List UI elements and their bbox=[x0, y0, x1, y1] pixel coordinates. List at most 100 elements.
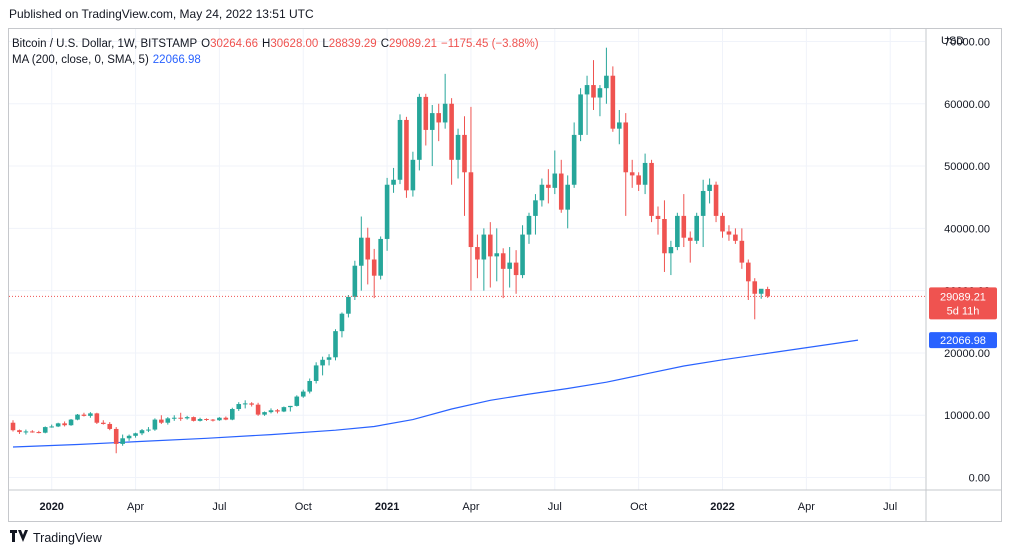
axis-tags: 29089.21 5d 11h 22066.98 bbox=[929, 287, 997, 349]
candle-body bbox=[758, 288, 764, 294]
candle-body bbox=[313, 365, 319, 381]
candle-body bbox=[462, 134, 467, 173]
candle-body bbox=[707, 184, 712, 191]
x-tick-label: Oct bbox=[295, 501, 312, 513]
candle-body bbox=[713, 184, 719, 216]
candle-body bbox=[700, 190, 706, 216]
candle-body bbox=[371, 259, 377, 276]
price-axis: 70000.0060000.0050000.0040000.0030000.00… bbox=[944, 36, 990, 484]
candle-body bbox=[378, 238, 383, 276]
candle-body bbox=[159, 419, 164, 423]
candle-body bbox=[223, 417, 229, 420]
candle-body bbox=[636, 175, 641, 185]
candle-body bbox=[423, 96, 429, 130]
candle-body bbox=[333, 331, 338, 358]
candle-body bbox=[249, 403, 254, 405]
x-tick-label: Apr bbox=[798, 501, 815, 513]
candle-body bbox=[629, 172, 635, 176]
candle-body bbox=[326, 357, 332, 360]
chart-grid bbox=[9, 29, 1002, 521]
x-tick-label: Oct bbox=[630, 501, 647, 513]
candle-body bbox=[649, 162, 654, 216]
candle-body bbox=[75, 414, 80, 420]
y-tick-label: 10000.00 bbox=[944, 410, 990, 422]
candle-body bbox=[591, 85, 596, 98]
candle-body bbox=[262, 412, 267, 415]
candle-body bbox=[307, 380, 312, 392]
close-key: C bbox=[380, 38, 390, 50]
candle-body bbox=[68, 419, 74, 426]
candle-body bbox=[455, 134, 461, 160]
candle-body bbox=[539, 184, 545, 201]
last-price-tag-value: 29089.21 bbox=[940, 291, 986, 303]
y-tick-label: 70000.00 bbox=[944, 36, 990, 48]
candle-body bbox=[365, 237, 371, 260]
symbol-legend-row: Bitcoin / U.S. Dollar, 1W, BITSTAMP O3026… bbox=[12, 36, 539, 52]
candle-body bbox=[120, 438, 125, 444]
candle-body bbox=[62, 423, 67, 426]
x-tick-label: Apr bbox=[462, 501, 479, 513]
open-key: O bbox=[201, 38, 211, 50]
candle-body bbox=[752, 281, 758, 294]
candle-body bbox=[610, 75, 616, 129]
candle-body bbox=[571, 134, 577, 185]
countdown-label: 5d 11h bbox=[947, 305, 980, 317]
x-tick-label: Apr bbox=[127, 501, 144, 513]
candle-body bbox=[346, 296, 351, 314]
candle-body bbox=[36, 432, 42, 434]
low-value: 28839.29 bbox=[328, 38, 377, 50]
last-price-tag bbox=[929, 287, 997, 320]
candle-body bbox=[152, 419, 158, 430]
candle-body bbox=[526, 215, 532, 235]
x-tick-label: 2021 bbox=[375, 501, 399, 513]
candle-body bbox=[442, 103, 448, 123]
candle-body bbox=[617, 122, 622, 129]
candle-body bbox=[320, 359, 325, 366]
footer-brand[interactable]: TradingView bbox=[10, 530, 102, 545]
candle-body bbox=[171, 417, 177, 419]
candle-body bbox=[55, 423, 61, 427]
candle-body bbox=[384, 184, 390, 239]
candle-body bbox=[268, 410, 274, 413]
ma-label: MA (200, close, 0, SMA, 5) bbox=[12, 54, 149, 66]
candle-body bbox=[733, 234, 738, 241]
candle-body bbox=[17, 430, 22, 433]
candle-body bbox=[500, 253, 506, 269]
x-tick-label: 2020 bbox=[39, 501, 63, 513]
candle-body bbox=[23, 431, 29, 433]
candle-body bbox=[230, 409, 235, 420]
change-value: −1175.45 (−3.88%) bbox=[440, 38, 539, 50]
candle-body bbox=[10, 422, 16, 431]
ma-legend-value: 22066.98 bbox=[152, 54, 201, 66]
candle-body bbox=[694, 215, 699, 241]
x-tick-label: Jul bbox=[883, 501, 897, 513]
symbol-title: Bitcoin / U.S. Dollar, 1W, BITSTAMP bbox=[12, 38, 198, 50]
candle-body bbox=[642, 162, 648, 185]
brand-name: TradingView bbox=[33, 530, 102, 545]
candle-body bbox=[236, 404, 242, 410]
candle-body bbox=[468, 172, 474, 248]
candle-body bbox=[288, 405, 293, 408]
candle-body bbox=[687, 237, 693, 241]
ma-legend-row: MA (200, close, 0, SMA, 5) 22066.98 bbox=[12, 52, 539, 68]
high-value: 30628.00 bbox=[270, 38, 319, 50]
candle-body bbox=[436, 113, 441, 123]
candle-body bbox=[146, 429, 151, 431]
chart-legend: Bitcoin / U.S. Dollar, 1W, BITSTAMP O3026… bbox=[12, 36, 539, 68]
x-tick-label: Jul bbox=[548, 501, 562, 513]
candle-body bbox=[449, 103, 454, 160]
moving-average-line bbox=[12, 339, 859, 448]
candle-body bbox=[584, 85, 590, 95]
candle-body bbox=[578, 94, 583, 135]
candle-body bbox=[417, 96, 422, 160]
candle-body bbox=[139, 430, 145, 434]
candle-body bbox=[275, 410, 280, 412]
candle-body bbox=[404, 119, 409, 191]
candle-body bbox=[300, 391, 306, 397]
candle-body bbox=[507, 262, 512, 269]
ma-value-tag-text: 22066.98 bbox=[940, 335, 986, 347]
y-tick-label: 40000.00 bbox=[944, 223, 990, 235]
candle-body bbox=[94, 413, 100, 423]
candle-body bbox=[281, 407, 287, 412]
